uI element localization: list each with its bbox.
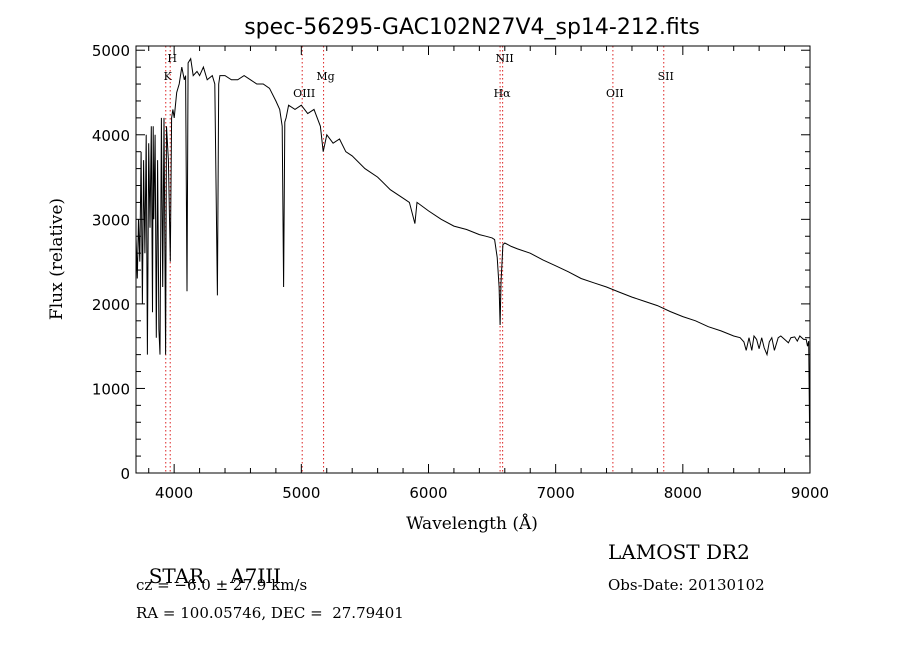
survey-name: LAMOST DR2 (608, 540, 750, 564)
object-subclass: A7III (230, 564, 282, 588)
redshift-velocity: cz = −6.0 ± 27.9 km/s (136, 576, 308, 594)
chart-title: spec-56295-GAC102N27V4_sp14-212.fits (244, 15, 700, 40)
spectral-line-label: Mg (316, 70, 334, 83)
y-axis-label: Flux (relative) (47, 198, 67, 320)
y-tick-label: 0 (120, 465, 130, 483)
axis-ticks: 4000 5000 6000 7000 8000 9000 0 1000 2000 3000 400… (92, 42, 829, 502)
coordinates: RA = 100.05746, DEC = 27.79401 (136, 604, 404, 622)
y-tick-label: 1000 (92, 380, 130, 398)
spectral-line-label: H (167, 52, 177, 65)
spectral-line-label: NII (495, 52, 513, 65)
y-tick-label: 2000 (92, 296, 130, 314)
x-tick-label: 4000 (155, 484, 193, 502)
spectral-line-label: SII (658, 70, 674, 83)
spectral-line-label: OII (606, 87, 624, 100)
y-tick-label: 3000 (92, 211, 130, 229)
spectral-line-label: Hα (494, 87, 512, 100)
x-tick-label: 7000 (537, 484, 575, 502)
x-tick-label: 8000 (664, 484, 702, 502)
x-tick-label: 5000 (282, 484, 320, 502)
spectral-line-label: K (164, 70, 173, 83)
object-class-row: STAR A7III (136, 540, 281, 588)
x-tick-label: 6000 (409, 484, 447, 502)
x-axis-label: Wavelength (Å) (406, 513, 538, 534)
spectral-line-label: OIII (293, 87, 315, 100)
x-tick-label: 9000 (791, 484, 829, 502)
spectrum-line (135, 57, 811, 474)
object-class: STAR (148, 564, 205, 588)
axes-frame (135, 45, 811, 474)
y-tick-label: 4000 (92, 127, 130, 145)
y-tick-label: 5000 (92, 42, 130, 60)
observation-date: Obs-Date: 20130102 (608, 576, 765, 594)
